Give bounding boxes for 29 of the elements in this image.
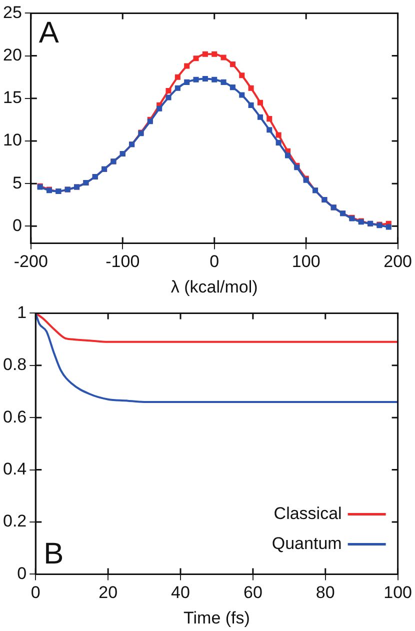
x-axis-title: λ (kcal/mol) [170, 277, 258, 296]
y-tick-label: 0 [17, 564, 27, 583]
y-tick-label: 0.8 [2, 355, 27, 374]
y-tick-label: 0.4 [2, 459, 27, 478]
annotation: A [38, 16, 59, 50]
y-tick-label: 0.6 [2, 407, 27, 426]
legend-label: Classical [274, 504, 342, 523]
x-tick-label: 60 [243, 583, 262, 602]
annotation: B [44, 537, 64, 570]
x-tick-label: 100 [384, 583, 412, 602]
y-tick-label: 0.2 [2, 512, 27, 531]
x-axis-title: Time (fs) [184, 608, 250, 628]
legend-label: Quantum [272, 534, 342, 553]
x-tick-label: 80 [316, 583, 335, 602]
x-tick-label: 0 [210, 252, 220, 272]
y-tick-label: 1 [17, 302, 27, 322]
y-tick-label: 10 [2, 130, 22, 150]
y-tick-label: 20 [2, 45, 22, 64]
x-tick-label: 100 [292, 252, 320, 272]
x-tick-label: 0 [30, 583, 40, 602]
x-tick-label: 40 [171, 583, 190, 602]
y-tick-label: 25 [2, 2, 22, 22]
x-tick-label: 20 [98, 583, 118, 602]
x-tick-label: 200 [384, 252, 412, 272]
y-tick-label: 5 [12, 173, 22, 192]
y-tick-label: 15 [2, 88, 22, 108]
x-tick-label: -200 [14, 252, 48, 272]
y-tick-label: 0 [12, 216, 22, 235]
x-tick-label: -100 [106, 252, 140, 272]
